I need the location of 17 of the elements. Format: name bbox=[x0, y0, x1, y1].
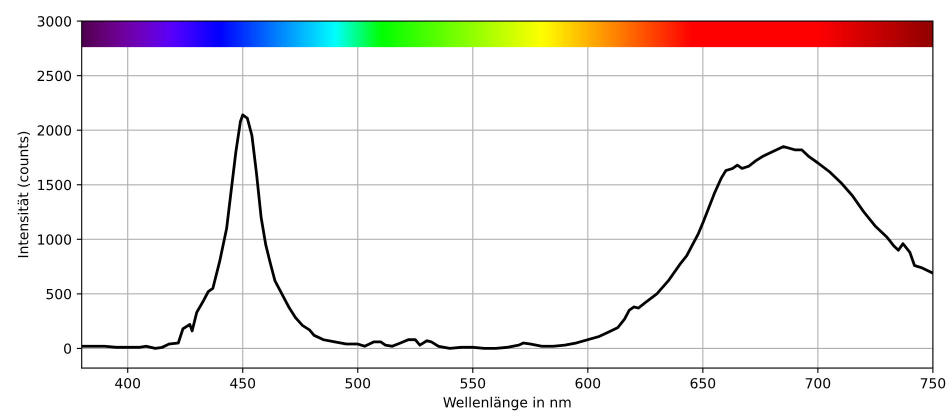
y-tick-label: 0 bbox=[64, 343, 72, 354]
y-tick-label: 2000 bbox=[38, 125, 72, 136]
x-tick-label: 600 bbox=[576, 378, 600, 389]
x-tick-label: 400 bbox=[115, 378, 140, 389]
x-tick-label: 550 bbox=[460, 378, 486, 389]
x-tick-label: 650 bbox=[690, 378, 716, 389]
x-axis-title: Wellenlänge in nm bbox=[443, 396, 571, 410]
y-tick-label: 3000 bbox=[38, 16, 72, 27]
x-tick-label: 450 bbox=[230, 378, 256, 389]
x-tick-label: 500 bbox=[346, 378, 370, 389]
y-tick-label: 1500 bbox=[38, 180, 72, 190]
y-tick-label: 500 bbox=[46, 288, 72, 300]
x-tick-label: 750 bbox=[920, 378, 946, 389]
y-tick-label: 1000 bbox=[38, 234, 72, 245]
y-axis-title: Intensität (counts) bbox=[18, 132, 30, 258]
y-tick-label: 2500 bbox=[38, 70, 72, 82]
x-tick-label: 700 bbox=[806, 378, 830, 389]
